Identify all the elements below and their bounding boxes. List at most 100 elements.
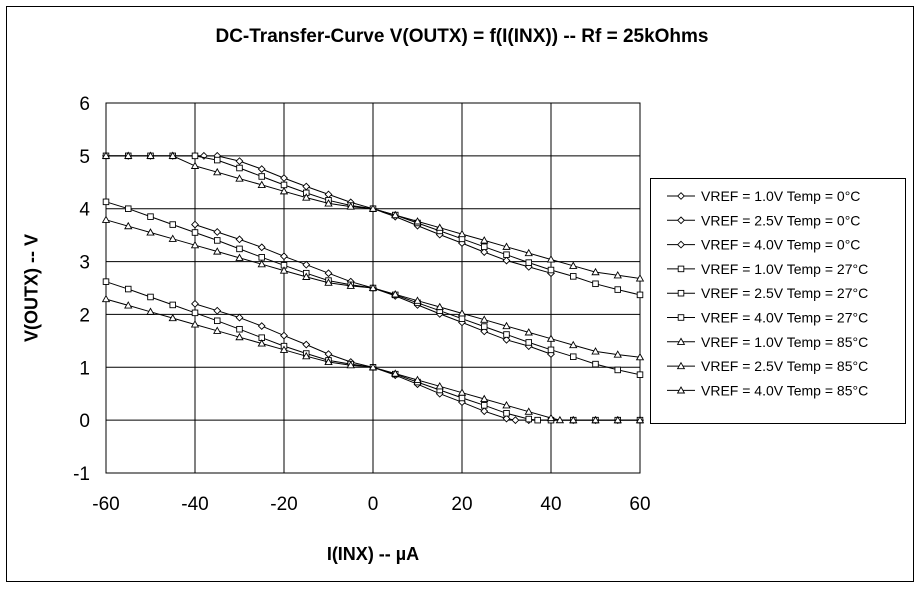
data-point bbox=[147, 213, 154, 220]
legend-label: VREF = 2.5V Temp = 0°C bbox=[701, 212, 860, 228]
data-point bbox=[570, 273, 577, 280]
data-point bbox=[102, 198, 110, 206]
data-point bbox=[190, 161, 200, 169]
data-point bbox=[546, 255, 556, 263]
data-point bbox=[569, 340, 578, 349]
data-point bbox=[191, 229, 199, 236]
data-point bbox=[480, 315, 489, 323]
data-point bbox=[146, 307, 155, 315]
data-point bbox=[302, 193, 311, 201]
data-point bbox=[614, 286, 622, 293]
data-point bbox=[258, 254, 266, 261]
legend-entry: VREF = 2.5V Temp = 0°C bbox=[667, 212, 860, 228]
legend-entry: VREF = 1.0V Temp = 85°C bbox=[667, 334, 868, 350]
data-point bbox=[502, 401, 511, 409]
data-point bbox=[257, 165, 266, 174]
x-tick-label: 40 bbox=[540, 494, 561, 515]
y-tick-label: 1 bbox=[79, 358, 90, 379]
data-point bbox=[391, 290, 400, 298]
data-point bbox=[168, 151, 177, 159]
y-tick-label: 4 bbox=[79, 200, 90, 221]
data-point bbox=[591, 347, 600, 355]
data-point bbox=[524, 407, 533, 415]
data-point bbox=[636, 291, 644, 299]
data-point bbox=[502, 256, 511, 265]
x-tick-label: 20 bbox=[451, 494, 472, 515]
data-point bbox=[102, 278, 110, 285]
data-point bbox=[481, 243, 488, 251]
data-point bbox=[677, 240, 685, 249]
data-point bbox=[503, 410, 510, 417]
data-point bbox=[613, 271, 622, 279]
legend: VREF = 1.0V Temp = 0°C VREF = 2.5V Temp =… bbox=[650, 178, 906, 424]
data-point bbox=[346, 202, 355, 210]
legend-entries: VREF = 1.0V Temp = 0°C VREF = 2.5V Temp =… bbox=[667, 188, 868, 398]
data-point bbox=[280, 174, 288, 182]
data-point bbox=[480, 236, 489, 244]
data-point bbox=[257, 243, 266, 252]
legend-label: VREF = 4.0V Temp = 85°C bbox=[701, 382, 868, 398]
x-axis-label: I(INX) -- µA bbox=[326, 544, 420, 564]
data-point bbox=[235, 157, 244, 166]
data-point bbox=[435, 223, 444, 231]
data-point bbox=[235, 313, 244, 322]
data-point bbox=[191, 299, 199, 308]
data-point bbox=[302, 260, 311, 269]
data-point bbox=[235, 235, 244, 244]
data-point bbox=[480, 248, 489, 256]
legend-entry: VREF = 1.0V Temp = 27°C bbox=[667, 261, 868, 277]
data-point bbox=[101, 215, 111, 223]
data-point bbox=[324, 199, 333, 207]
data-point bbox=[636, 371, 644, 378]
data-point bbox=[302, 351, 311, 360]
data-point bbox=[146, 151, 155, 159]
data-point bbox=[591, 267, 600, 276]
data-point bbox=[213, 247, 222, 255]
data-point bbox=[592, 280, 599, 288]
data-point bbox=[480, 407, 489, 416]
data-point bbox=[569, 261, 578, 269]
legend-entry: VREF = 4.0V Temp = 85°C bbox=[667, 382, 868, 398]
data-point bbox=[614, 366, 622, 374]
data-point bbox=[676, 361, 686, 370]
chart-title: DC-Transfer-Curve V(OUTX) = f(I(INX)) --… bbox=[215, 26, 709, 47]
data-point bbox=[534, 416, 541, 424]
data-point bbox=[146, 228, 155, 236]
data-point bbox=[235, 174, 244, 182]
data-point bbox=[147, 293, 154, 301]
data-point bbox=[524, 328, 533, 336]
data-point bbox=[279, 266, 289, 274]
data-point bbox=[555, 415, 565, 424]
data-point bbox=[302, 272, 311, 280]
data-point bbox=[413, 217, 422, 225]
data-point bbox=[677, 216, 685, 225]
y-axis-label: V(OUTX) -- V bbox=[21, 234, 42, 342]
data-point bbox=[280, 181, 288, 189]
data-point bbox=[279, 186, 289, 195]
data-point bbox=[280, 331, 288, 340]
x-tick-label: -60 bbox=[92, 494, 119, 515]
data-point bbox=[457, 229, 467, 238]
x-tick-label: 0 bbox=[368, 494, 379, 515]
data-point bbox=[124, 151, 133, 159]
data-point bbox=[169, 301, 176, 309]
data-point bbox=[525, 415, 533, 423]
data-point bbox=[213, 156, 221, 164]
data-point bbox=[346, 360, 355, 369]
y-tick-label: 2 bbox=[79, 305, 90, 326]
data-point bbox=[190, 240, 200, 249]
data-point bbox=[391, 210, 400, 219]
data-point bbox=[213, 237, 221, 244]
data-point bbox=[592, 360, 599, 368]
data-point bbox=[570, 353, 577, 360]
legend-entry: VREF = 2.5V Temp = 85°C bbox=[667, 358, 868, 374]
data-point bbox=[324, 269, 333, 278]
data-point bbox=[435, 302, 444, 311]
data-point bbox=[213, 306, 222, 315]
data-point bbox=[676, 386, 686, 394]
data-point bbox=[525, 339, 533, 346]
data-point bbox=[168, 234, 177, 242]
data-point bbox=[368, 283, 378, 292]
data-point bbox=[503, 251, 510, 258]
series-lines bbox=[101, 151, 645, 425]
